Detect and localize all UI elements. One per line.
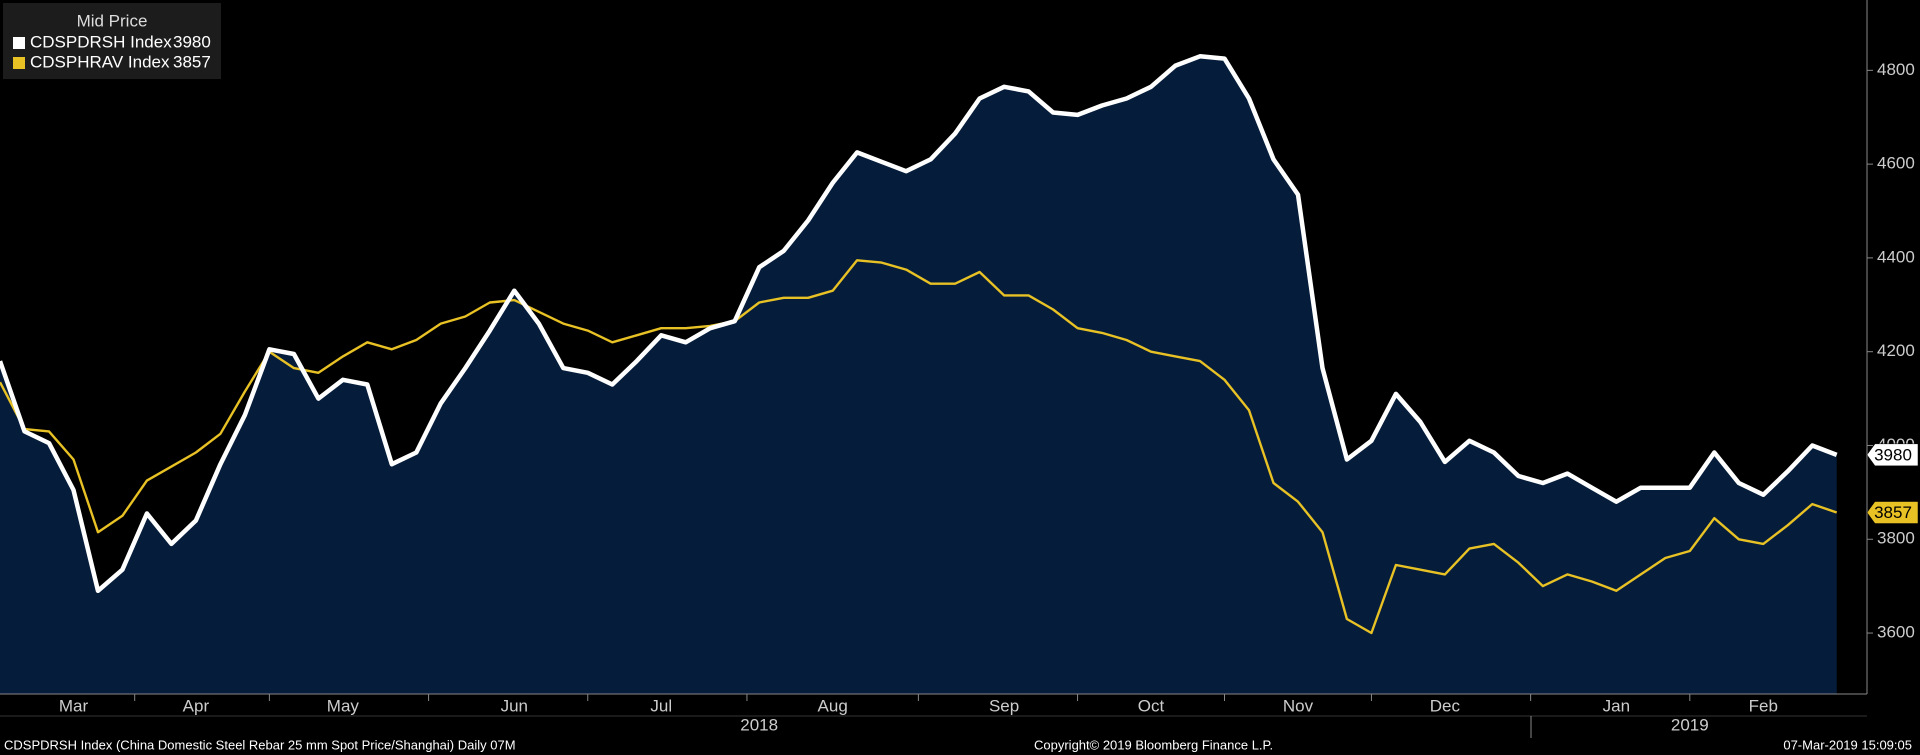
- last-value-flag: [1866, 501, 1919, 524]
- x-tick-label: Nov: [1283, 696, 1314, 715]
- plot-area: [0, 54, 1838, 695]
- x-tick-label: May: [327, 696, 360, 715]
- series-line: [0, 259, 1838, 635]
- footer-center: Copyright© 2019 Bloomberg Finance L.P.: [1034, 737, 1273, 752]
- x-tick-label: Aug: [818, 696, 848, 715]
- last-value-label: 3980: [1874, 445, 1912, 464]
- legend-box: [3, 3, 221, 79]
- last-value-label: 3857: [1874, 503, 1912, 522]
- legend-title: Mid Price: [77, 11, 148, 30]
- x-tick-label: Dec: [1430, 696, 1461, 715]
- area: [0, 56, 1837, 695]
- legend-value: 3980: [173, 32, 211, 51]
- legend-label: CDSPHRAV Index: [30, 52, 170, 71]
- footer-left: CDSPDRSH Index (China Domestic Steel Reb…: [4, 737, 516, 752]
- legend-label: CDSPDRSH Index: [30, 32, 172, 51]
- x-tick-label: Jun: [501, 696, 528, 715]
- last-value-flag: [1866, 443, 1919, 467]
- x-tick-label: Apr: [183, 696, 210, 715]
- legend-swatch: [13, 57, 25, 69]
- y-tick-label: 4800: [1877, 60, 1915, 79]
- y-tick-label: 4200: [1877, 341, 1915, 360]
- legend-swatch: [13, 37, 25, 49]
- x-tick-label: Oct: [1138, 696, 1165, 715]
- x-tick-label: Jul: [650, 696, 672, 715]
- y-tick-label: 4400: [1877, 247, 1915, 266]
- y-tick-label: 3800: [1877, 529, 1915, 548]
- x-tick-label: Sep: [989, 696, 1019, 715]
- x-tick-label: Feb: [1749, 696, 1778, 715]
- legend-value: 3857: [173, 52, 211, 71]
- year-label: 2018: [740, 715, 778, 734]
- footer-right: 07-Mar-2019 15:09:05: [1783, 737, 1912, 752]
- series-line: [0, 54, 1838, 594]
- year-label: 2019: [1671, 715, 1709, 734]
- x-tick-label: Mar: [59, 696, 89, 715]
- y-tick-label: 3600: [1877, 623, 1915, 642]
- x-tick-label: Jan: [1603, 696, 1630, 715]
- y-tick-label: 4600: [1877, 154, 1915, 173]
